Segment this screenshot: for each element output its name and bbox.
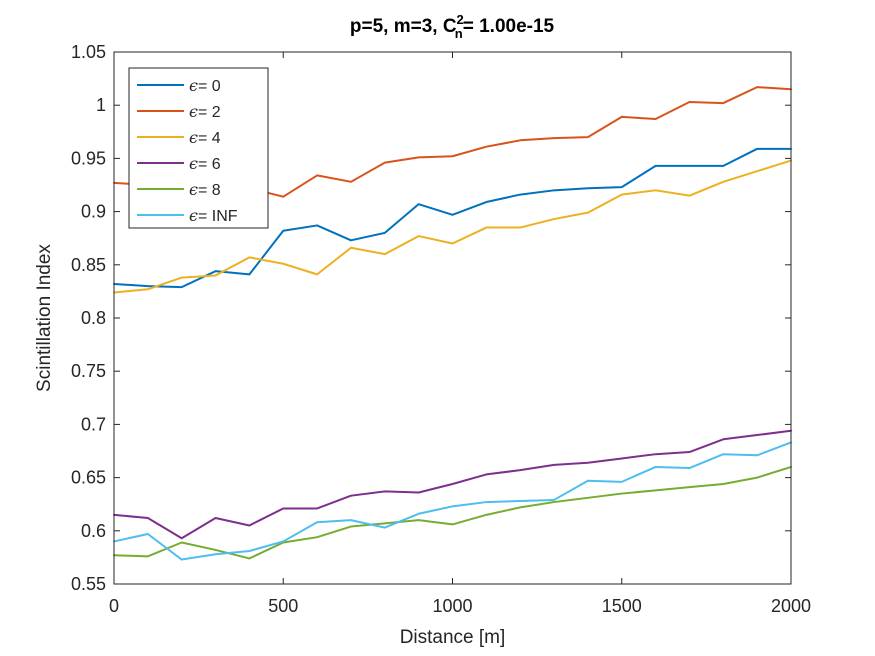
y-tick-label: 1: [96, 95, 106, 115]
legend-label-0: ϵ= 0: [189, 76, 221, 95]
y-tick-label: 0.8: [81, 308, 106, 328]
chart-title: p=5, m=3, C2 n= 1.00e-15: [350, 12, 555, 41]
legend-label-4: ϵ= 8: [189, 180, 221, 199]
y-tick-label: 0.55: [71, 574, 106, 594]
y-tick-label: 0.75: [71, 361, 106, 381]
y-tick-label: 0.65: [71, 468, 106, 488]
legend-label-3: ϵ= 6: [189, 154, 221, 173]
y-axis-label: Scintillation Index: [34, 244, 55, 392]
y-tick-label: 0.6: [81, 521, 106, 541]
series-line-0: [113, 147, 792, 289]
x-tick-label: 0: [109, 596, 119, 616]
y-tick-label: 0.85: [71, 255, 106, 275]
x-tick-label: 2000: [771, 596, 811, 616]
y-tick-label: 1.05: [71, 42, 106, 62]
ticks-layer: 0 500 1000 1500 2000 0.55 0.6 0.65 0.7 0.75 0.8 0.8…: [71, 42, 811, 616]
series-layer: [113, 86, 792, 561]
series-line-3: [113, 429, 792, 540]
x-axis-label: Distance [m]: [400, 627, 506, 648]
legend-label-5: ϵ= INF: [189, 206, 238, 225]
x-tick-label: 500: [268, 596, 298, 616]
y-tick-label: 0.7: [81, 414, 106, 434]
legend-box: [128, 67, 269, 229]
series-line-2: [113, 159, 792, 294]
legend-label-1: ϵ= 2: [189, 102, 221, 121]
x-tick-label: 1500: [602, 596, 642, 616]
series-line-5: [113, 441, 792, 561]
y-tick-label: 0.95: [71, 148, 106, 168]
y-tick-label: 0.9: [81, 202, 106, 222]
x-tick-label: 1000: [432, 596, 472, 616]
legend-label-2: ϵ= 4: [189, 128, 221, 147]
legend: ϵ= 0 ϵ= 2 ϵ= 4 ϵ= 6 ϵ= 8 ϵ= INF: [128, 67, 269, 229]
